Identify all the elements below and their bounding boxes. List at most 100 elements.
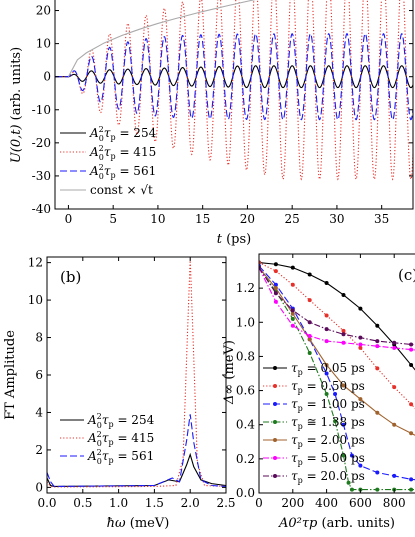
legend-label: τp = 0.05 ps [291,361,365,377]
x-tick-label: 0 [65,212,73,226]
y-tick-label: 20 [36,4,51,18]
y-tick-label: 6 [35,368,43,382]
y-tick-label: 0.4 [236,418,255,432]
data-point [324,391,329,396]
legend-label: A2 0τp = 415 [87,430,154,448]
data-point [324,362,329,367]
x-axis-label: A0²τp (arb. units) [278,516,395,531]
legend-label: τp = 5.00 ps [291,451,365,467]
data-point [341,453,346,458]
panel-c-plot-area [259,260,415,492]
y-tick-label: 1.2 [236,281,255,295]
data-point [375,470,380,475]
legend-marker [273,420,277,424]
data-point [392,422,397,427]
data-point [392,473,397,478]
panel-a: 0 5 10 15 20 25 30 35 -40 -30 -20 -10 0 10 20 A2 0τp = 2… [32,0,414,226]
y-tick-label: 0.2 [236,452,255,466]
legend-marker [273,474,277,478]
legend-label: A2 0τp = 561 [87,448,154,466]
panel-label: (c) [398,266,415,284]
y-tick-label: 2 [35,443,43,457]
data-point [375,344,380,349]
data-point [307,351,312,356]
x-tick-label: 800 [383,496,406,510]
x-tick-label: 2.0 [181,496,200,510]
data-point [392,385,397,390]
x-tick-label: 30 [329,212,344,226]
legend-label: τp ≅ 1.38 ps [291,415,365,431]
data-point [290,265,295,270]
series-line-3 [259,267,415,491]
data-point [307,272,312,277]
legend-marker [273,366,277,370]
x-tick-label: 1.0 [109,496,128,510]
data-point [333,419,338,424]
data-point [341,383,346,388]
series-line-2 [55,33,413,121]
data-point [346,480,351,485]
data-point [290,308,295,313]
data-point [273,262,278,267]
x-tick-label: 200 [281,496,304,510]
data-point [358,306,363,311]
data-point [409,342,414,347]
legend-label: A2 0τp = 561 [89,163,156,181]
series-line-6 [259,267,415,346]
data-point [307,337,312,342]
data-point [324,339,329,344]
legend-label: τp = 20.0 ps [291,469,365,485]
x-tick-label: 0.0 [37,496,56,510]
data-point [375,487,380,492]
data-point [290,311,295,316]
y-tick-label: -10 [32,103,51,117]
data-point [358,335,363,340]
y-tick-label: 12 [28,256,43,270]
data-point [341,332,346,337]
x-tick-label: 1.5 [145,496,164,510]
data-point [341,292,346,297]
panel-b: 0.0 0.5 1.0 1.5 2.0 2.5 0 2 4 6 8 10 12 (b) A2 0τp = 25… [28,256,236,510]
y-tick-label: 1.0 [236,315,255,329]
data-point [349,453,354,458]
data-point [290,282,295,287]
data-point [307,298,312,303]
y-tick-label: -20 [32,136,51,150]
x-tick-label: 0 [255,496,263,510]
legend-label: A2 0τp = 415 [89,144,156,162]
data-point [307,333,312,338]
panel-a-plot-area [55,0,413,181]
data-point [392,340,397,345]
data-point [358,345,363,350]
panel-b-plot-area [47,258,226,488]
legend-label: A2 0τp = 254 [87,412,155,430]
data-point [349,487,354,492]
y-tick-label: 0.6 [236,384,255,398]
x-tick-label: 25 [285,212,300,226]
data-point [341,422,346,427]
x-tick-label: 5 [109,212,117,226]
data-point [409,487,414,492]
panel-c-frame [258,253,415,494]
data-point [409,402,414,407]
x-tick-label: 600 [349,496,372,510]
legend-marker [273,438,277,442]
panel-c: 020040060080010.00.20.40.60.81.01.2(c)τp… [236,253,415,510]
series-line-2 [47,414,226,487]
y-tick-label: 4 [35,405,43,419]
x-tick-label: 35 [374,212,389,226]
legend-marker [273,384,277,388]
series-line-5 [259,267,415,351]
data-point [409,347,414,352]
data-point [273,282,278,287]
data-point [273,286,278,291]
data-point [341,340,346,345]
data-point [273,291,278,296]
y-tick-label: 0.0 [236,486,255,500]
y-axis-label: Δ∞ (meV) [222,340,237,405]
data-point [273,269,278,274]
data-point [324,281,329,286]
x-tick-label: 20 [240,212,255,226]
data-point [358,463,363,468]
x-axis-label: ħω (meV) [107,516,170,531]
